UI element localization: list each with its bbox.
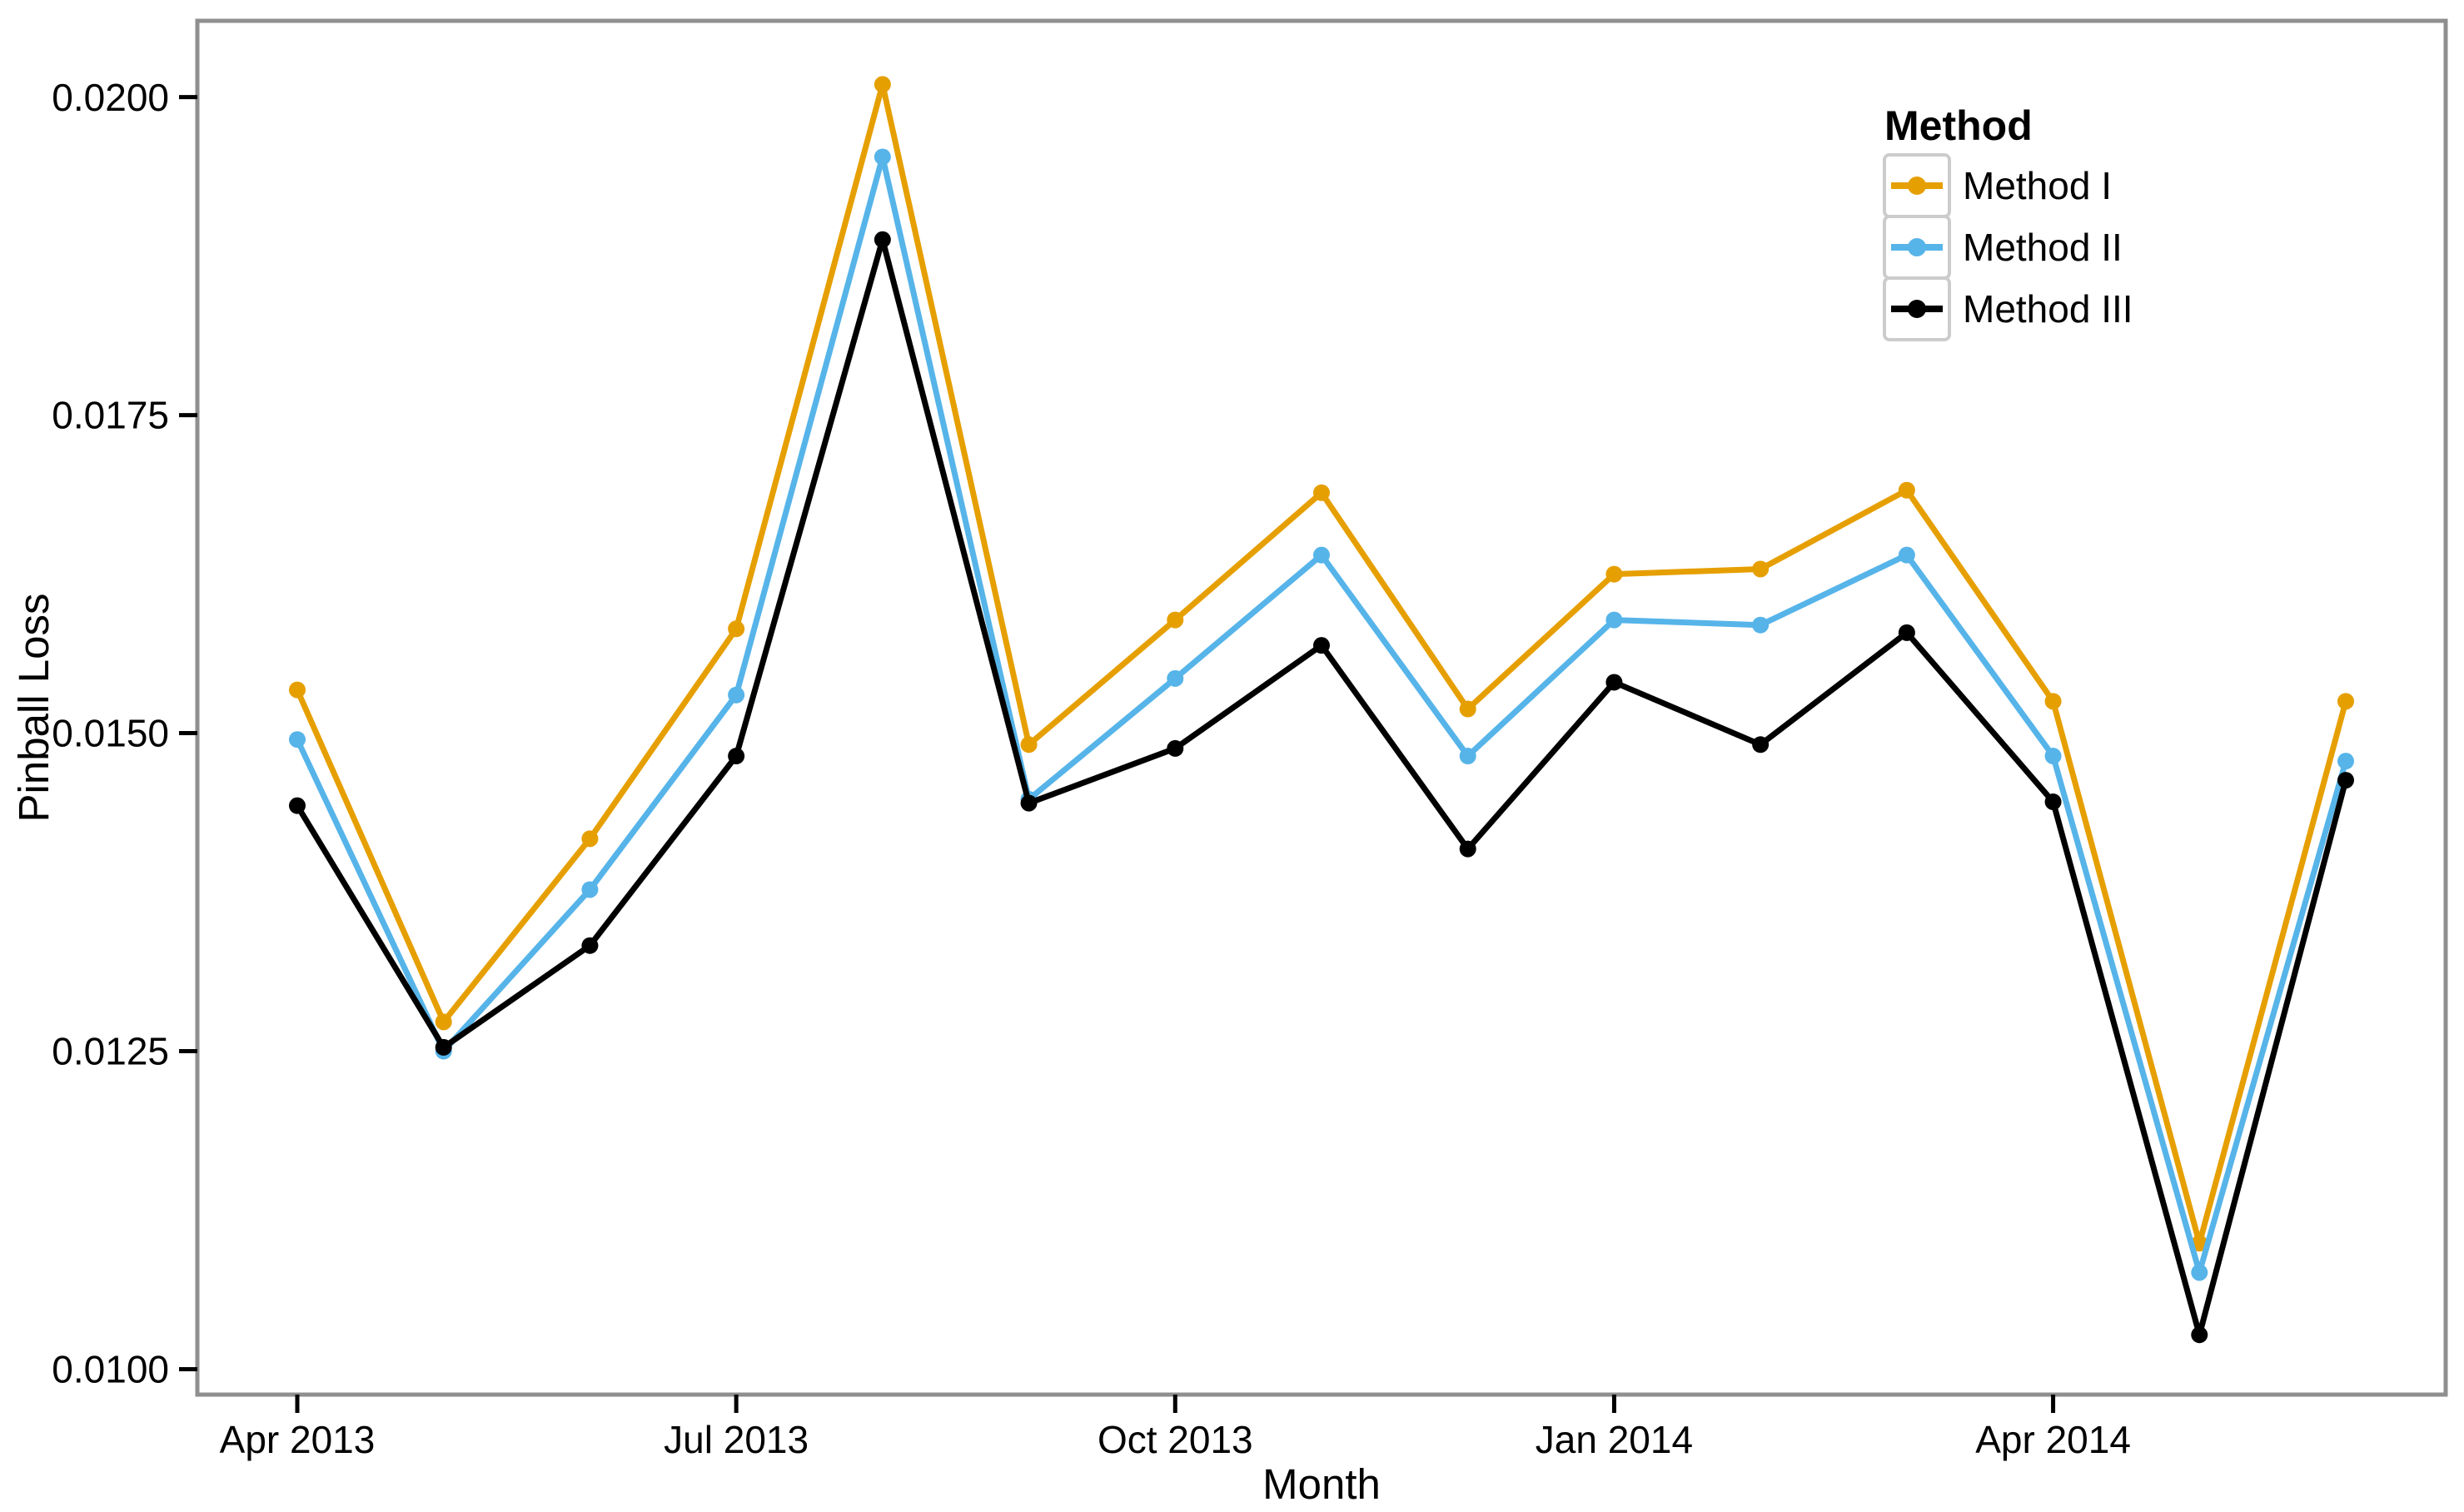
- data-point-method-iii: [2337, 772, 2354, 789]
- series-group: [289, 76, 2354, 1344]
- data-point-method-iii: [1459, 840, 1476, 858]
- data-point-method-i: [2044, 693, 2062, 710]
- data-point-method-iii: [581, 937, 599, 954]
- data-point-method-ii: [1898, 546, 1915, 564]
- legend-title: Method: [1884, 102, 2033, 149]
- legend-entry-method-ii: Method II: [1883, 215, 2123, 280]
- y-axis-tick-label: 0.0125: [52, 1030, 169, 1073]
- y-axis-tick-label: 0.0200: [52, 76, 169, 119]
- data-point-method-ii: [2191, 1264, 2208, 1281]
- data-point-method-ii: [2044, 748, 2062, 765]
- x-axis-tick-label: Jan 2014: [1536, 1418, 1693, 1461]
- data-point-method-iii: [1752, 736, 1770, 754]
- data-point-method-iii: [728, 748, 745, 765]
- legend-label: Method III: [1963, 287, 2133, 331]
- legend-key-point: [1908, 177, 1926, 195]
- y-axis-title: Pinball Loss: [10, 594, 57, 823]
- data-point-method-ii: [581, 881, 599, 898]
- data-point-method-i: [289, 681, 306, 699]
- data-point-method-iii: [874, 231, 891, 248]
- data-point-method-ii: [1167, 669, 1184, 687]
- legend-key-point: [1908, 300, 1926, 318]
- data-point-method-ii: [289, 731, 306, 749]
- data-point-method-ii: [2337, 753, 2354, 770]
- data-point-method-i: [1167, 611, 1184, 629]
- legend-entry-method-i: Method I: [1883, 153, 2112, 218]
- y-axis-tick-label: 0.0100: [52, 1348, 169, 1391]
- data-point-method-ii: [1313, 546, 1330, 564]
- legend-label: Method I: [1963, 164, 2112, 207]
- x-axis-title: Month: [1262, 1460, 1381, 1508]
- data-point-method-ii: [1605, 611, 1623, 629]
- series-method-i: [289, 76, 2354, 1252]
- y-axis-tick-label: 0.0175: [52, 394, 169, 437]
- data-point-method-i: [581, 830, 599, 848]
- data-point-method-iii: [2191, 1326, 2208, 1344]
- data-point-method-i: [1020, 736, 1038, 754]
- y-axis-tick-label: 0.0150: [52, 712, 169, 755]
- chart-panel: [195, 18, 2448, 1397]
- data-point-method-iii: [2044, 793, 2062, 811]
- legend-label: Method II: [1963, 226, 2123, 269]
- x-axis-tick-label: Jul 2013: [664, 1418, 809, 1461]
- data-point-method-i: [874, 76, 891, 93]
- x-axis-tick-label: Apr 2014: [1975, 1418, 2131, 1461]
- data-point-method-iii: [1167, 739, 1184, 757]
- y-axis: 0.0100 0.0125 0.0150 0.0175 0.0200: [52, 76, 197, 1391]
- series-method-iii: [289, 231, 2354, 1344]
- data-point-method-i: [1898, 481, 1915, 499]
- data-point-method-i: [728, 620, 745, 638]
- data-point-method-ii: [1459, 748, 1476, 765]
- data-point-method-iii: [1605, 674, 1623, 691]
- legend-key-point: [1908, 238, 1926, 256]
- data-point-method-i: [1752, 560, 1770, 578]
- data-point-method-i: [1459, 700, 1476, 718]
- legend: Method Method I Method II Method III: [1883, 102, 2133, 341]
- data-point-method-iii: [435, 1038, 452, 1056]
- x-axis-tick-label: Apr 2013: [220, 1418, 376, 1461]
- data-point-method-iii: [1313, 637, 1330, 654]
- legend-entry-method-iii: Method III: [1883, 276, 2133, 341]
- data-point-method-ii: [874, 148, 891, 166]
- series-method-ii: [289, 148, 2354, 1281]
- data-point-method-i: [1605, 565, 1623, 583]
- data-point-method-i: [1313, 484, 1330, 501]
- data-point-method-i: [2337, 693, 2354, 710]
- data-point-method-iii: [289, 797, 306, 814]
- data-point-method-ii: [1752, 616, 1770, 634]
- x-axis: Apr 2013 Jul 2013 Oct 2013 Jan 2014 Apr 2014: [220, 1395, 2131, 1461]
- data-point-method-iii: [1898, 624, 1915, 641]
- data-point-method-iii: [1020, 794, 1038, 812]
- data-point-method-i: [435, 1013, 452, 1031]
- data-point-method-ii: [728, 686, 745, 704]
- x-axis-tick-label: Oct 2013: [1098, 1418, 1253, 1461]
